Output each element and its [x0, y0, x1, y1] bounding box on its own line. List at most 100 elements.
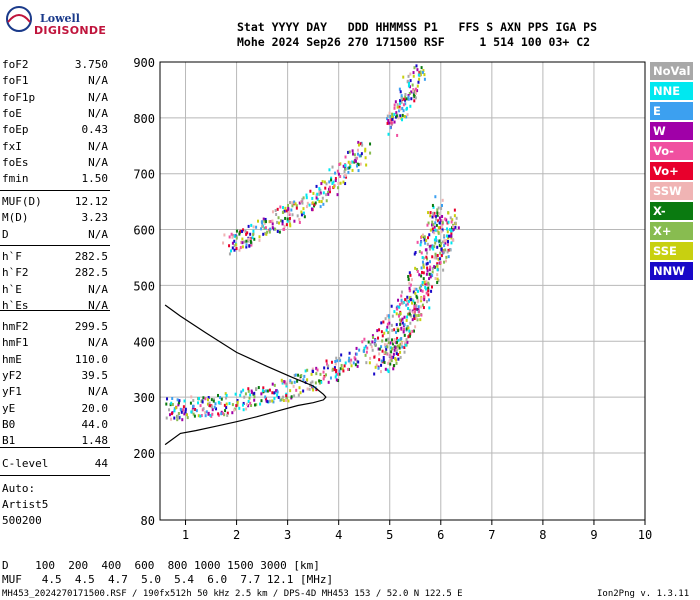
echo-point [276, 393, 279, 397]
echo-point [241, 241, 244, 245]
echo-point [190, 395, 193, 399]
echo-point [398, 109, 401, 113]
param-value: 1.48 [81, 434, 109, 448]
y-tick-label: 200 [133, 447, 155, 461]
echo-point [403, 346, 406, 350]
echo-point [426, 242, 429, 246]
echo-point [406, 302, 409, 306]
echo-point [423, 77, 426, 81]
echo-point [398, 346, 401, 350]
echo-point [377, 336, 380, 340]
param-name: hmF1 [2, 336, 29, 350]
echo-point [390, 350, 393, 354]
echo-point [344, 361, 347, 365]
echo-point [387, 341, 390, 345]
echo-point [408, 296, 411, 300]
param-name: h`E [2, 282, 22, 296]
echo-point [406, 315, 409, 319]
echo-point [206, 402, 209, 406]
echo-point [316, 197, 319, 201]
electron-density-profile [164, 304, 327, 446]
echo-point [407, 94, 410, 98]
echo-point [412, 329, 415, 333]
echo-point [404, 92, 407, 96]
echo-point [249, 232, 252, 236]
echo-point [436, 208, 439, 212]
echo-point [269, 227, 272, 231]
axis-tick-labels: 1 2 3 4 5 6 7 8 9 10 80 200 300 400 500 600 700 800 900 [133, 56, 652, 542]
echo-point [335, 368, 338, 372]
digisonde-logo-icon [6, 6, 32, 32]
echo-point [427, 236, 430, 240]
echo-point [436, 211, 439, 215]
echo-point [432, 247, 435, 251]
echo-point [271, 391, 274, 395]
echo-point [431, 285, 434, 289]
echo-point [417, 80, 420, 84]
echo-point [429, 211, 432, 215]
echo-point [393, 348, 396, 352]
echo-point [318, 187, 321, 191]
echo-point [407, 275, 410, 279]
echo-point [263, 221, 266, 225]
echo-point [204, 411, 207, 415]
echo-point [401, 113, 404, 117]
param-value: 282.5 [74, 266, 108, 280]
echo-point [306, 368, 309, 372]
echo-point [434, 254, 437, 258]
echo-point [445, 218, 448, 222]
echo-point [207, 411, 210, 415]
legend-item: E [650, 102, 693, 120]
echo-point [413, 317, 416, 321]
echo-point [406, 79, 409, 83]
echo-point [355, 156, 358, 160]
echo-point [315, 366, 318, 370]
echo-point [392, 367, 395, 371]
param-row: h`F 282.5 [2, 250, 108, 265]
echo-point [431, 266, 434, 270]
echo-point [282, 380, 285, 384]
echo-point [399, 90, 402, 94]
echo-point [319, 372, 322, 376]
echo-point [209, 413, 212, 417]
echo-point [275, 389, 278, 393]
echo-point [245, 239, 248, 243]
echo-point [297, 393, 300, 397]
echo-point [232, 233, 235, 237]
echo-point [339, 175, 342, 179]
echo-point [447, 236, 450, 240]
echo-point [426, 269, 429, 273]
echo-point [428, 245, 431, 249]
echo-point [421, 282, 424, 286]
echo-point [411, 329, 414, 333]
echo-point [222, 241, 225, 245]
echo-point [303, 374, 306, 378]
echo-point [344, 167, 347, 171]
echo-point [304, 369, 307, 373]
echo-point [407, 307, 410, 311]
legend-item: Vo+ [650, 162, 693, 180]
echo-point [242, 228, 245, 232]
echo-point [230, 249, 233, 253]
echo-point [428, 283, 431, 287]
echo-point [361, 340, 364, 344]
echo-point [183, 412, 186, 416]
echo-point [325, 362, 328, 366]
echo-point [366, 346, 369, 350]
echo-point [450, 229, 453, 233]
echo-point [288, 380, 291, 384]
param-value: 3.750 [74, 58, 108, 71]
echo-point [405, 327, 408, 331]
echo-point [220, 412, 223, 416]
echo-point [326, 366, 329, 370]
echo-point [409, 72, 412, 76]
echo-point [374, 338, 377, 342]
echo-point [264, 217, 267, 221]
echo-point [299, 377, 302, 381]
param-name: hmE [2, 352, 22, 366]
echo-point [355, 359, 358, 363]
echo-point [399, 101, 402, 105]
echo-point [416, 289, 419, 293]
echo-point [412, 93, 415, 97]
echo-point [302, 207, 305, 211]
